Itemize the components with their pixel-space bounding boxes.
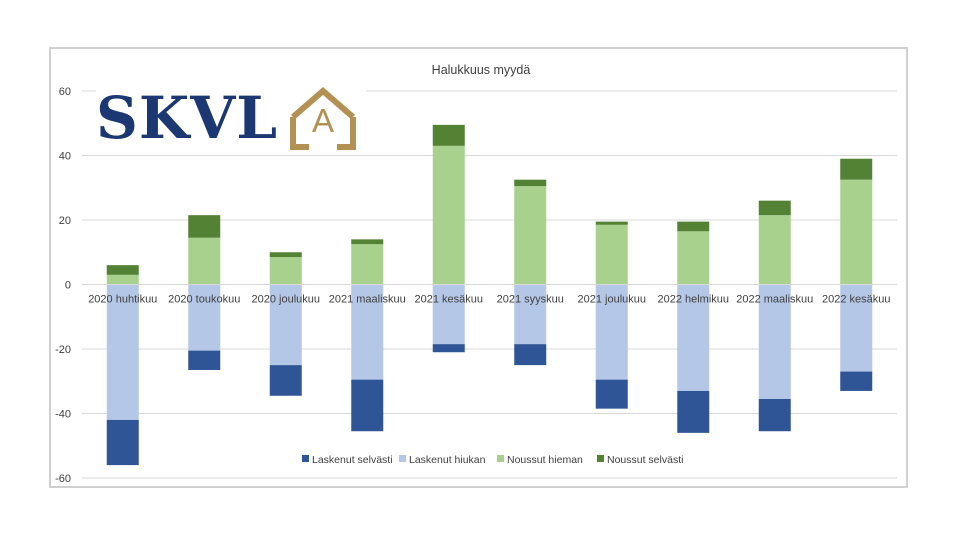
bar-segment [595, 224, 628, 285]
bar-segment [758, 215, 791, 285]
bar-segment [595, 221, 628, 225]
bar-segment [677, 231, 710, 285]
legend-swatch [302, 455, 309, 462]
legend-label: Noussut hieman [507, 454, 583, 466]
bar-segment [595, 379, 628, 409]
bar-segment [188, 284, 221, 351]
bar-segment [432, 284, 465, 345]
bar-segment [106, 284, 139, 420]
legend-swatch [399, 455, 406, 462]
bar-segment [432, 145, 465, 285]
bar-segment [432, 344, 465, 353]
bar-segment [106, 274, 139, 285]
bar-segment [106, 265, 139, 275]
logo-wordmark: SKVL [96, 84, 279, 152]
bar-segment [758, 200, 791, 216]
y-tick-label: 0 [65, 280, 71, 292]
bar-segment [595, 284, 628, 380]
bar-segment [269, 284, 302, 366]
house-icon [290, 87, 356, 150]
bar-segment [432, 124, 465, 146]
bar-segment [188, 237, 221, 285]
x-tick-label: 2022 maaliskuu [736, 294, 813, 306]
bar-segment [188, 350, 221, 370]
bar-segment [677, 390, 710, 433]
legend-swatch [597, 455, 604, 462]
y-tick-label: -20 [55, 344, 71, 356]
bar-segment [106, 419, 139, 466]
y-tick-label: 20 [59, 215, 71, 227]
x-tick-label: 2021 kesäkuu [415, 294, 484, 306]
legend-label: Laskenut selvästi [312, 454, 393, 466]
bar-segment [514, 284, 547, 345]
x-tick-label: 2021 syyskuu [497, 294, 564, 306]
x-tick-label: 2020 joulukuu [251, 294, 320, 306]
x-tick-label: 2020 toukokuu [168, 294, 240, 306]
y-tick-label: 40 [59, 151, 71, 163]
bar-segment [351, 284, 384, 380]
legend: Laskenut selvästi Laskenut hiukan Noussut … [302, 454, 683, 466]
label-layer: 2020 huhtikuu 2020 toukokuu 2020 joulukuu 2… [88, 294, 890, 306]
skvl-logo: SKVL A [96, 85, 366, 155]
bar-segment [677, 221, 710, 232]
y-tick-label: -60 [55, 473, 71, 485]
x-tick-label: 2022 helmikuu [657, 294, 729, 306]
x-tick-label: 2022 kesäkuu [822, 294, 891, 306]
chart-frame: 60 40 20 0 -20 -40 -60 2020 huhtikuu 2020 touko… [49, 47, 908, 488]
bar-segment [758, 398, 791, 432]
bar-segment [840, 179, 873, 285]
bar-segment [269, 252, 302, 258]
bar-segment [840, 371, 873, 391]
bar-segment [351, 244, 384, 285]
bar-segment [514, 179, 547, 187]
bar-segment [514, 344, 547, 366]
bar-segment [269, 365, 302, 396]
y-tick-label: 60 [59, 86, 71, 98]
bar-segment [840, 158, 873, 180]
bar-layer [106, 124, 873, 466]
bar-segment [840, 284, 873, 372]
legend-swatch [497, 455, 504, 462]
x-tick-label: 2021 maaliskuu [329, 294, 406, 306]
chart-title: Halukkuus myydä [432, 63, 531, 77]
y-tick-label: -40 [55, 409, 71, 421]
bar-segment [269, 257, 302, 285]
bar-segment [758, 284, 791, 399]
axis-layer: 60 40 20 0 -20 -40 -60 [55, 86, 897, 485]
logo-letter: A [311, 102, 334, 139]
bar-segment [351, 239, 384, 245]
bar-segment [188, 215, 221, 238]
x-tick-label: 2020 huhtikuu [88, 294, 157, 306]
legend-label: Laskenut hiukan [409, 454, 486, 466]
bar-segment [677, 284, 710, 391]
chart-canvas: 60 40 20 0 -20 -40 -60 2020 huhtikuu 2020 touko… [55, 63, 897, 485]
bar-segment [351, 379, 384, 432]
legend-label: Noussut selvästi [607, 454, 683, 466]
bar-segment [514, 186, 547, 285]
x-tick-label: 2021 joulukuu [577, 294, 646, 306]
